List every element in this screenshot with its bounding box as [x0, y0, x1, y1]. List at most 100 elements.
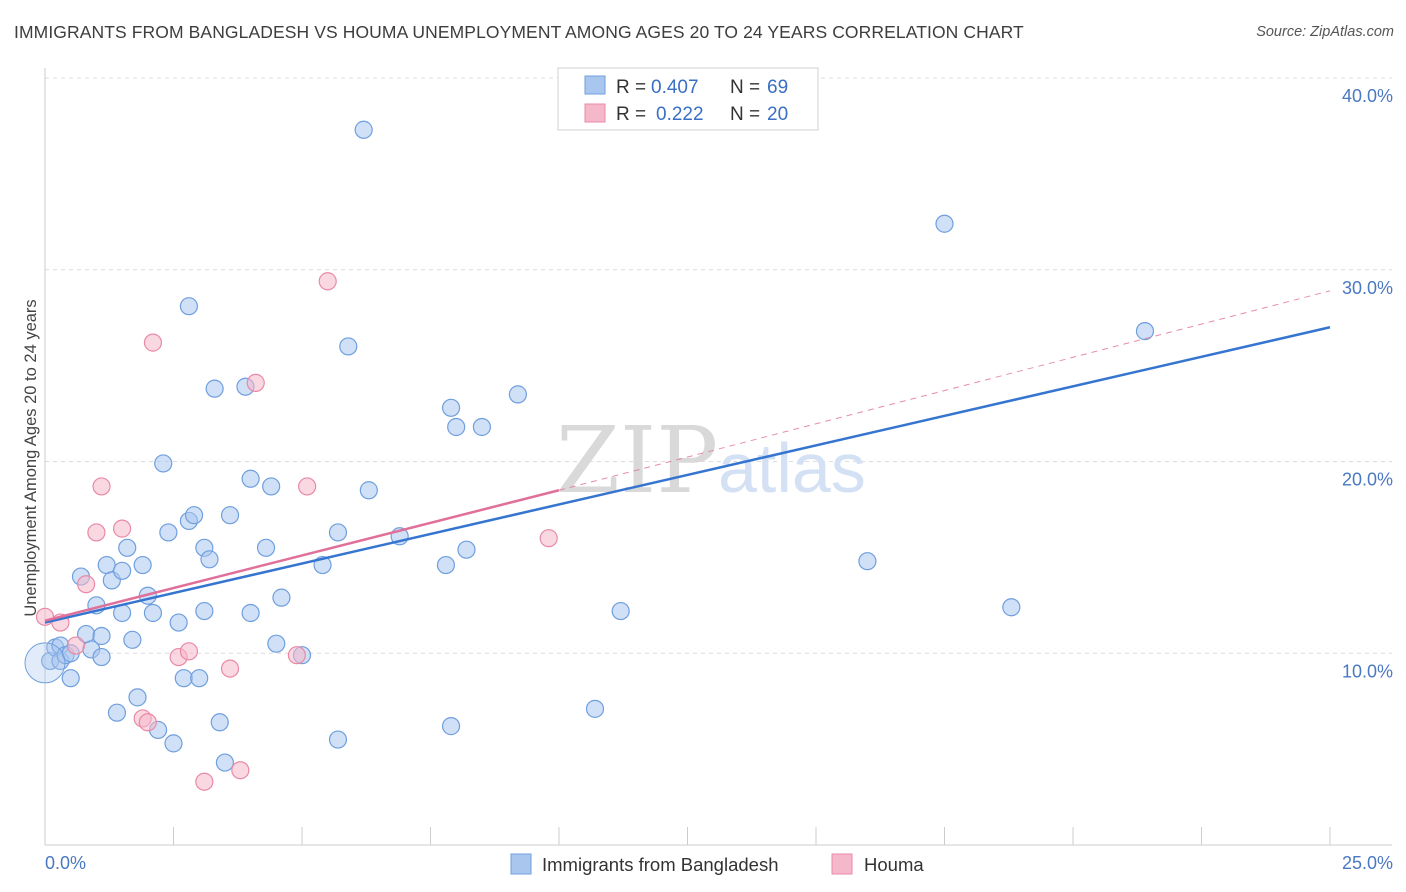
point-houma-3	[77, 575, 96, 594]
point-bangladesh-6	[61, 669, 80, 688]
point-bangladesh-67	[1002, 598, 1021, 617]
point-bangladesh-66	[935, 214, 954, 233]
watermark: ZIP atlas	[556, 407, 866, 514]
gridlines	[45, 77, 1392, 654]
point-bangladesh-27	[164, 734, 183, 753]
watermark-atlas: atlas	[718, 429, 866, 507]
point-bangladesh-29	[174, 669, 193, 688]
trendlines	[44, 290, 1331, 624]
point-bangladesh-53	[354, 120, 373, 139]
point-bangladesh-56	[436, 555, 456, 575]
x-tick-label-min: 0.0%	[45, 853, 86, 873]
legend-n-value-1: 69	[767, 77, 788, 98]
point-bangladesh-42	[241, 469, 260, 488]
point-bangladesh-52	[339, 337, 358, 356]
point-houma-2	[66, 636, 85, 655]
legend-swatch-pink	[584, 103, 606, 123]
axes: 10.0% 20.0% 30.0% 40.0% 0.0% 25.0%	[44, 68, 1393, 873]
point-bangladesh-57	[441, 717, 461, 736]
legend-swatch-houma	[831, 853, 853, 875]
chart-source: Source: ZipAtlas.com	[1256, 24, 1394, 40]
legend-label-bangladesh: Immigrants from Bangladesh	[542, 854, 779, 875]
point-bangladesh-65	[858, 552, 877, 571]
correlation-legend: R = 0.407 N = 69 R = 0.222 N = 20	[557, 67, 819, 131]
point-houma-6	[112, 519, 132, 538]
point-houma-14	[231, 761, 250, 780]
point-bangladesh-31	[179, 297, 199, 316]
point-bangladesh-62	[508, 385, 527, 404]
point-bangladesh-21	[133, 555, 152, 575]
series-legend: Immigrants from Bangladesh Houma	[510, 853, 924, 875]
point-bangladesh-39	[215, 753, 234, 772]
legend-swatch-blue	[584, 75, 606, 95]
point-houma-13	[220, 659, 240, 678]
chart-title: IMMIGRANTS FROM BANGLADESH VS HOUMA UNEM…	[14, 22, 1024, 42]
trendline-bangladesh-0	[44, 326, 1331, 624]
point-bangladesh-32	[184, 506, 204, 525]
point-houma-16	[287, 646, 306, 665]
legend-n-label-2: N =	[730, 104, 760, 125]
point-bangladesh-46	[267, 634, 286, 653]
legend-r-value-1: 0.407	[651, 77, 699, 98]
data-points	[24, 120, 1155, 791]
point-bangladesh-38	[210, 713, 229, 732]
legend-r-value-2: 0.222	[656, 104, 704, 125]
point-bangladesh-19	[123, 630, 142, 649]
y-axis-label: Unemployment Among Ages 20 to 24 years	[22, 299, 40, 616]
point-bangladesh-20	[128, 688, 147, 707]
point-bangladesh-58	[441, 398, 461, 417]
point-bangladesh-50	[328, 523, 348, 542]
legend-swatch-bangladesh	[510, 853, 532, 875]
point-bangladesh-cluster	[24, 642, 66, 684]
point-bangladesh-33	[190, 669, 209, 688]
point-houma-18	[318, 272, 337, 291]
point-bangladesh-47	[272, 588, 291, 607]
point-bangladesh-68	[1135, 322, 1155, 341]
point-bangladesh-36	[200, 550, 219, 569]
point-bangladesh-12	[92, 626, 111, 646]
point-bangladesh-18	[118, 538, 137, 557]
point-bangladesh-54	[359, 481, 378, 500]
legend-r-label-2: R =	[616, 104, 646, 125]
x-tick-label-max: 25.0%	[1342, 853, 1393, 873]
point-bangladesh-25	[154, 454, 173, 473]
trendline-houma-2	[558, 290, 1331, 491]
point-bangladesh-13	[97, 555, 116, 575]
y-tick-label-20: 20.0%	[1342, 470, 1393, 490]
y-tick-label-30: 30.0%	[1342, 278, 1393, 298]
point-bangladesh-11	[92, 647, 111, 667]
point-bangladesh-28	[169, 613, 188, 632]
point-houma-5	[92, 477, 111, 496]
watermark-zip: ZIP	[556, 407, 718, 514]
point-bangladesh-43	[241, 603, 260, 623]
point-houma-4	[87, 523, 106, 542]
point-bangladesh-37	[205, 379, 224, 398]
point-bangladesh-63	[585, 699, 605, 718]
point-houma-15	[246, 373, 265, 392]
point-bangladesh-45	[262, 477, 281, 496]
legend-r-label-1: R =	[616, 77, 646, 98]
point-bangladesh-40	[220, 506, 240, 525]
point-houma-17	[298, 477, 317, 496]
point-houma-9	[143, 333, 163, 352]
point-houma-11	[179, 642, 199, 661]
point-bangladesh-61	[472, 417, 491, 437]
y-tick-label-40: 40.0%	[1342, 86, 1393, 106]
point-bangladesh-60	[457, 540, 476, 559]
legend-n-value-2: 20	[767, 104, 788, 125]
point-bangladesh-51	[328, 730, 348, 749]
point-bangladesh-15	[107, 703, 127, 722]
legend-label-houma: Houma	[864, 854, 924, 875]
point-houma-19	[539, 529, 558, 548]
trendline-houma-1	[44, 489, 560, 622]
point-bangladesh-59	[447, 417, 466, 437]
point-houma-8	[138, 713, 157, 732]
point-bangladesh-35	[195, 601, 214, 621]
legend-n-label-1: N =	[730, 77, 760, 98]
point-houma-12	[195, 772, 214, 791]
y-tick-label-10: 10.0%	[1342, 661, 1393, 681]
point-bangladesh-23	[143, 603, 163, 623]
point-bangladesh-44	[256, 538, 276, 557]
point-bangladesh-26	[159, 523, 178, 542]
